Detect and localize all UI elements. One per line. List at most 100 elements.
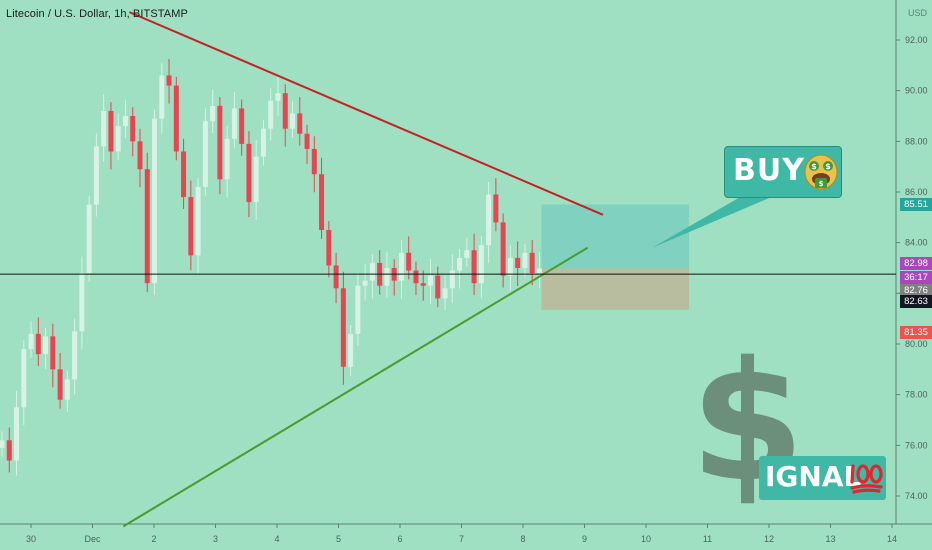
candle-up bbox=[522, 252, 528, 268]
candle-up bbox=[64, 379, 70, 400]
candle-down bbox=[420, 283, 426, 286]
x-tick-label: 6 bbox=[397, 534, 402, 544]
candle-up bbox=[464, 250, 470, 258]
candle-up bbox=[115, 126, 121, 152]
candle-up bbox=[536, 268, 542, 274]
candle-down bbox=[239, 108, 245, 144]
price-badge: 82.98 bbox=[900, 256, 932, 270]
candle-up bbox=[275, 93, 281, 101]
x-tick-label: 2 bbox=[151, 534, 156, 544]
y-tick-label: 80.00 bbox=[905, 339, 928, 349]
support-trendline bbox=[122, 246, 589, 528]
candle-up bbox=[224, 138, 230, 180]
candle-up bbox=[195, 186, 201, 256]
x-tick-label: 30 bbox=[26, 534, 36, 544]
candle-up bbox=[21, 349, 27, 408]
candle-up bbox=[86, 204, 92, 274]
x-tick-label: 13 bbox=[825, 534, 835, 544]
candle-up bbox=[101, 110, 107, 147]
candle-down bbox=[166, 75, 172, 86]
candle-up bbox=[478, 245, 484, 284]
x-tick-label: 11 bbox=[703, 534, 712, 544]
candle-up bbox=[384, 268, 390, 286]
candle-up bbox=[253, 156, 259, 203]
y-tick-label: 92.00 bbox=[905, 35, 928, 45]
signal-label: IGNAL bbox=[765, 460, 862, 493]
candle-down bbox=[188, 197, 194, 256]
candle-up bbox=[0, 440, 5, 448]
candle-down bbox=[326, 230, 332, 266]
candle-down bbox=[130, 116, 136, 142]
candle-down bbox=[297, 113, 303, 134]
symbol-title: Litecoin / U.S. Dollar, 1h, BITSTAMP bbox=[6, 8, 188, 20]
x-tick-label: 12 bbox=[764, 534, 774, 544]
callout-pointer bbox=[652, 196, 774, 248]
x-tick-label: 5 bbox=[336, 534, 341, 544]
candle-up bbox=[231, 108, 237, 139]
candle-up bbox=[79, 273, 85, 332]
candle-down bbox=[108, 110, 114, 152]
candle-down bbox=[50, 336, 56, 370]
candle-down bbox=[173, 85, 179, 152]
y-tick-label: 76.00 bbox=[905, 440, 928, 450]
candle-down bbox=[406, 252, 412, 271]
candle-up bbox=[43, 336, 49, 355]
candle-down bbox=[500, 222, 506, 276]
price-badge: 82.76 bbox=[900, 284, 932, 298]
candle-down bbox=[304, 133, 310, 149]
candle-down bbox=[435, 275, 441, 299]
candle-up bbox=[260, 128, 266, 157]
candle-down bbox=[311, 148, 317, 175]
candle-down bbox=[340, 288, 346, 367]
candle-up bbox=[355, 285, 361, 334]
candle-down bbox=[217, 105, 223, 180]
candle-down bbox=[529, 252, 535, 274]
x-tick-label: Dec bbox=[84, 534, 101, 544]
y-tick-label: 86.00 bbox=[905, 187, 928, 197]
x-tick-label: 9 bbox=[582, 534, 587, 544]
stop-zone bbox=[541, 268, 690, 310]
candle-up bbox=[159, 75, 165, 119]
candle-up bbox=[268, 100, 274, 129]
y-tick-label: 74.00 bbox=[905, 491, 928, 501]
candle-up bbox=[449, 270, 455, 289]
candle-up bbox=[202, 121, 208, 187]
candle-up bbox=[369, 262, 375, 281]
candle-up bbox=[507, 257, 513, 276]
candle-down bbox=[181, 151, 187, 198]
candle-down bbox=[413, 270, 419, 284]
price-badge: 81.35 bbox=[900, 325, 932, 339]
candle-down bbox=[471, 250, 477, 284]
price-axis-currency: USD bbox=[908, 8, 928, 18]
price-badge: 36:17 bbox=[900, 270, 932, 284]
y-tick-label: 88.00 bbox=[905, 136, 928, 146]
buy-callout: BUY $ $ $ bbox=[724, 146, 842, 198]
x-tick-label: 14 bbox=[887, 534, 897, 544]
candle-up bbox=[457, 257, 463, 271]
svg-text:$: $ bbox=[819, 180, 824, 188]
candle-up bbox=[28, 333, 34, 350]
signal-banner: IGNAL bbox=[759, 456, 886, 500]
hundred-points-icon bbox=[850, 464, 883, 494]
svg-text:$: $ bbox=[825, 162, 831, 171]
candle-up bbox=[72, 331, 78, 380]
candle-down bbox=[6, 440, 12, 461]
candle-up bbox=[398, 252, 404, 281]
candle-down bbox=[137, 141, 143, 170]
candle-down bbox=[515, 257, 521, 268]
y-tick-label: 78.00 bbox=[905, 390, 928, 400]
candle-down bbox=[144, 169, 150, 284]
y-tick-label: 90.00 bbox=[905, 86, 928, 96]
x-tick-label: 10 bbox=[641, 534, 651, 544]
candle-up bbox=[122, 116, 128, 127]
buy-label: BUY bbox=[733, 153, 805, 188]
price-badge: 82.63 bbox=[900, 295, 932, 309]
x-tick-label: 8 bbox=[520, 534, 525, 544]
candle-up bbox=[93, 146, 99, 205]
candle-up bbox=[152, 118, 158, 284]
candle-down bbox=[35, 333, 41, 355]
candle-up bbox=[290, 113, 296, 129]
candle-up bbox=[428, 275, 434, 286]
